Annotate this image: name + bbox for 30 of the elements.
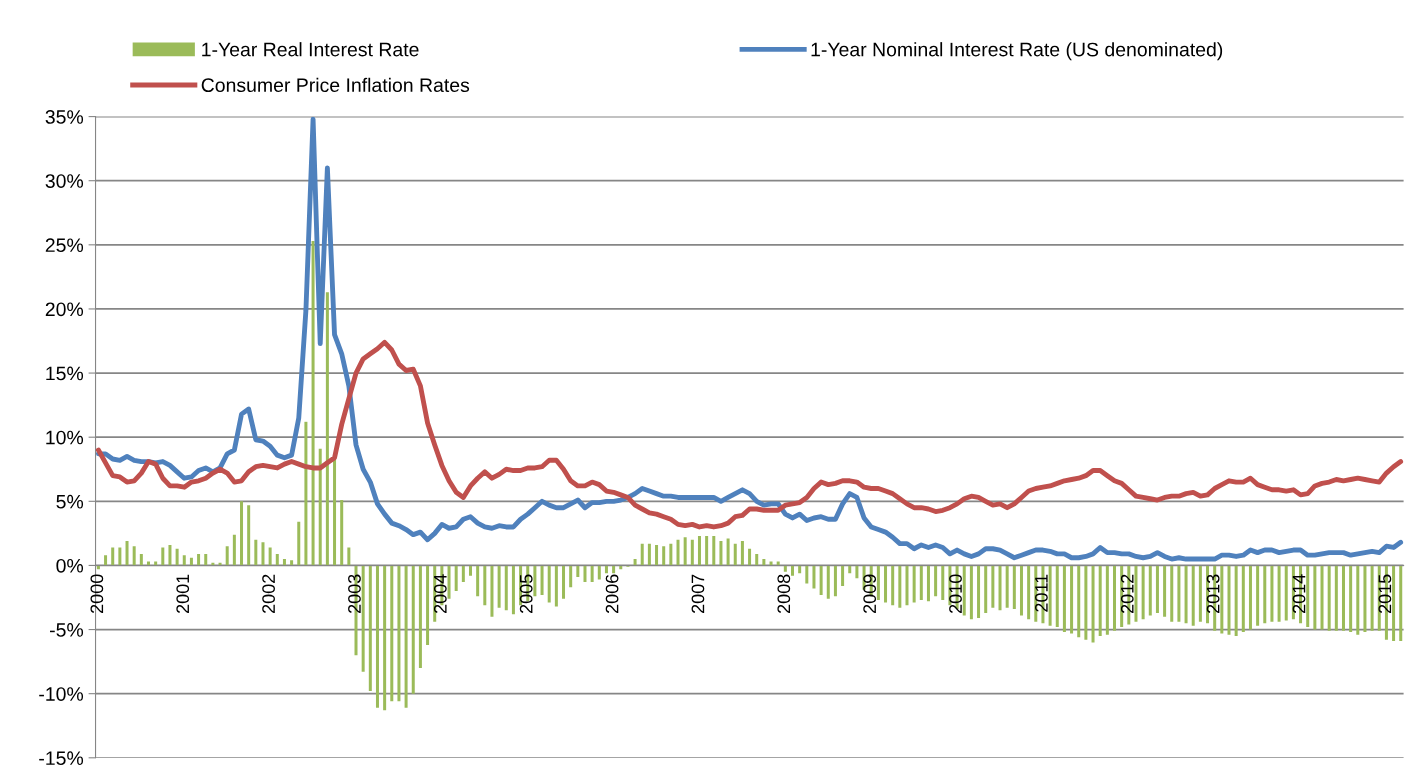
x-tick-label: 2001 xyxy=(176,574,190,614)
x-tick-label: 2013 xyxy=(1206,574,1220,614)
x-tick-label: 2014 xyxy=(1292,574,1306,614)
legend-label: 1-Year Nominal Interest Rate (US denominated) xyxy=(811,42,1223,61)
x-tick-label: 2006 xyxy=(605,574,619,614)
x-tick-label: 2009 xyxy=(863,574,877,614)
y-tick-label: 35% xyxy=(45,110,84,124)
x-tick-label: 2010 xyxy=(949,574,962,614)
x-tick-label: 2003 xyxy=(348,574,361,614)
y-tick-label: 30% xyxy=(45,174,84,188)
x-tick-label: 2000 xyxy=(90,574,104,614)
y-tick-label: 5% xyxy=(56,494,84,509)
x-tick-label: 2002 xyxy=(262,574,275,614)
y-tick-label: -15% xyxy=(39,751,84,766)
y-tick-label: -5% xyxy=(50,623,84,637)
y-tick-label: 10% xyxy=(46,430,84,445)
y-tick-label: 0% xyxy=(56,558,84,573)
x-tick-label: 2008 xyxy=(777,574,791,614)
legend-label: Consumer Price Inflation Rates xyxy=(201,77,470,93)
y-tick-label: 15% xyxy=(46,366,84,381)
x-tick-label: 2015 xyxy=(1378,574,1392,614)
x-tick-label: 2004 xyxy=(433,574,447,614)
y-tick-label: 25% xyxy=(45,238,84,253)
x-tick-label: 2011 xyxy=(1035,574,1048,612)
x-tick-label: 2005 xyxy=(519,574,533,614)
x-tick-label: 2012 xyxy=(1120,574,1134,614)
y-tick-label: -10% xyxy=(39,687,84,701)
legend-label: 1-Year Real Interest Rate xyxy=(202,42,419,57)
x-tick-label: 2007 xyxy=(691,574,705,614)
y-tick-label: 20% xyxy=(45,302,84,317)
